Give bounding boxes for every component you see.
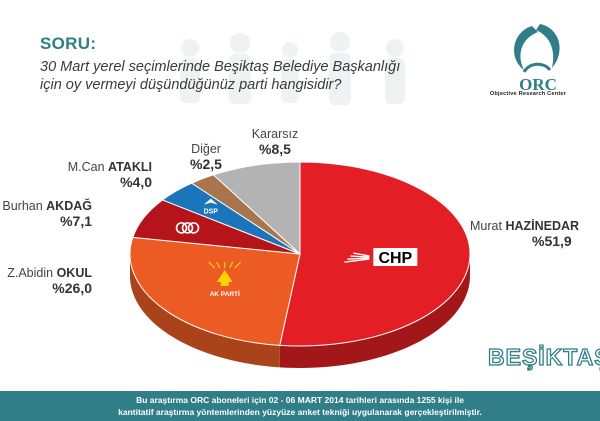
label-mhp: Burhan AKDAĞ%7,1: [2, 198, 92, 229]
party-logo-dsp: DSP: [204, 198, 219, 216]
vote-share-diğer: %2,5: [190, 156, 222, 172]
pie-slice-kararsız: [212, 161, 301, 256]
footer-line-1: Bu araştırma ORC aboneleri için 02 - 06 …: [136, 395, 464, 405]
svg-text:AK PARTİ: AK PARTİ: [210, 290, 240, 298]
label-dsp: M.Can ATAKLI%4,0: [68, 160, 152, 190]
label-chp: Murat HAZİNEDAR%51,9: [470, 218, 579, 249]
pie-slice-ak-parti̇: [129, 236, 301, 346]
candidate-name-dsp: M.Can ATAKLI: [68, 160, 152, 174]
party-logo-chp: CHP: [344, 248, 418, 267]
svg-text:CHP: CHP: [378, 250, 412, 267]
orc-logo-leaf-icon: [514, 26, 538, 70]
question-text-line-1: 30 Mart yerel seçimlerinde Beşiktaş Bele…: [40, 59, 401, 75]
pie-depth-layer: [130, 254, 470, 368]
vote-share-kararsız: %8,5: [259, 141, 291, 157]
question-block: SORU: 30 Mart yerel seçimlerinde Beşikta…: [40, 34, 400, 94]
label-ak-parti̇: Z.Abidin OKUL%26,0: [7, 266, 92, 296]
question-text-line-2: için oy vermeyi düşündüğünüz parti hangi…: [40, 77, 342, 93]
vote-share-dsp: %4,0: [120, 174, 152, 190]
background-people-silhouettes: [180, 32, 405, 105]
vote-share-mhp: %7,1: [60, 213, 92, 229]
vote-share-ak-parti̇: %26,0: [52, 280, 92, 296]
orc-logo: ORC: [514, 24, 560, 94]
pie-label-layer: Murat HAZİNEDAR%51,9 Z.Abidin OKUL%26,0 Bu…: [2, 127, 579, 296]
party-logo-mhp: [175, 222, 200, 234]
pie-side-chp: [279, 255, 470, 368]
orc-logo-text: ORC: [519, 75, 557, 94]
footer-note: Bu araştırma ORC aboneleri için 02 - 06 …: [0, 391, 600, 421]
svg-text:DSP: DSP: [204, 209, 219, 216]
candidate-name-kararsız: Kararsız: [252, 127, 299, 141]
orc-logo-subtitle: Objective Research Center: [489, 91, 567, 97]
candidate-name-diğer: Diğer: [191, 142, 221, 156]
candidate-name-mhp: Burhan AKDAĞ: [2, 198, 92, 213]
vote-share-chp: %51,9: [532, 233, 572, 249]
question-label: SORU:: [40, 34, 97, 53]
footer-line-2: kantitatif araştırma yöntemlerinden yüzy…: [118, 407, 482, 417]
party-logo-ak-parti̇: AK PARTİ: [208, 261, 242, 298]
candidate-name-ak-parti̇: Z.Abidin OKUL: [7, 266, 92, 280]
candidate-name-chp: Murat HAZİNEDAR: [470, 218, 579, 233]
district-brand-text: BEŞİKTAŞ: [487, 343, 600, 370]
pie-side-ak-parti̇: [130, 254, 280, 368]
pie-top-layer: [129, 161, 471, 347]
label-kararsız: Kararsız%8,5: [252, 127, 299, 157]
label-diğer: Diğer%2,5: [190, 142, 222, 172]
pie-logo-layer: CHP AK PARTİ DSP: [175, 198, 418, 298]
